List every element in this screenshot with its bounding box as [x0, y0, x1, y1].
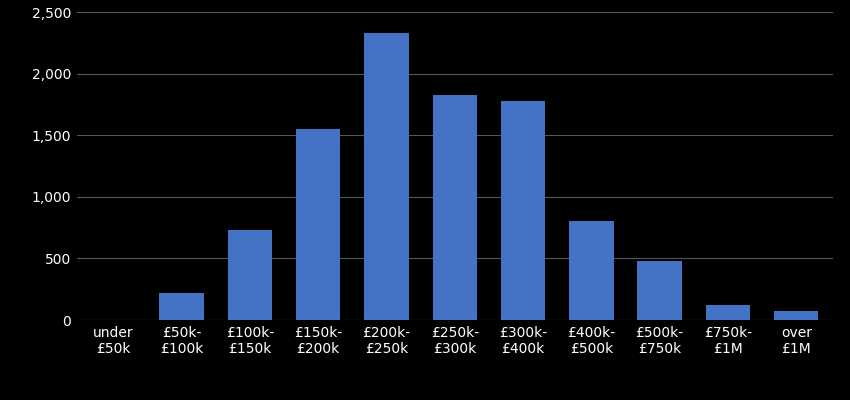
Bar: [501, 101, 545, 320]
Bar: [638, 261, 682, 320]
Bar: [774, 311, 819, 320]
Bar: [570, 222, 614, 320]
Bar: [433, 94, 477, 320]
Bar: [159, 293, 204, 320]
Bar: [365, 33, 409, 320]
Bar: [296, 129, 340, 320]
Bar: [228, 230, 272, 320]
Bar: [706, 305, 751, 320]
